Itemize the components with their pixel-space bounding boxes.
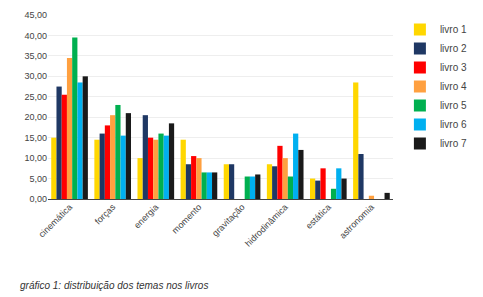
svg-text:momento: momento — [170, 202, 204, 236]
svg-text:20,00: 20,00 — [24, 112, 47, 122]
svg-text:livro 6: livro 6 — [440, 119, 467, 130]
svg-text:astronomia: astronomia — [337, 202, 376, 241]
svg-text:livro 2: livro 2 — [440, 43, 467, 54]
svg-text:livro 4: livro 4 — [440, 81, 467, 92]
svg-text:livro 5: livro 5 — [440, 100, 467, 111]
svg-text:0,00: 0,00 — [29, 194, 47, 204]
svg-text:35,00: 35,00 — [24, 51, 47, 61]
svg-text:livro 7: livro 7 — [440, 138, 467, 149]
svg-text:5,00: 5,00 — [29, 174, 47, 184]
svg-text:cinemática: cinemática — [37, 202, 74, 239]
svg-text:hidrodinâmica: hidrodinâmica — [243, 202, 290, 249]
svg-text:energia: energia — [132, 202, 160, 230]
svg-text:30,00: 30,00 — [24, 71, 47, 81]
svg-text:estática: estática — [304, 202, 333, 231]
svg-text:livro 1: livro 1 — [440, 24, 467, 35]
svg-text:10,00: 10,00 — [24, 153, 47, 163]
svg-text:gravitação: gravitação — [210, 202, 246, 238]
svg-text:livro 3: livro 3 — [440, 62, 467, 73]
svg-text:forças: forças — [93, 202, 118, 227]
svg-text:40,00: 40,00 — [24, 31, 47, 41]
svg-text:15,00: 15,00 — [24, 133, 47, 143]
svg-text:25,00: 25,00 — [24, 92, 47, 102]
svg-text:45,00: 45,00 — [24, 10, 47, 20]
svg-text:gráfico 1: distribuição dos te: gráfico 1: distribuição dos temas nos li… — [20, 280, 208, 291]
